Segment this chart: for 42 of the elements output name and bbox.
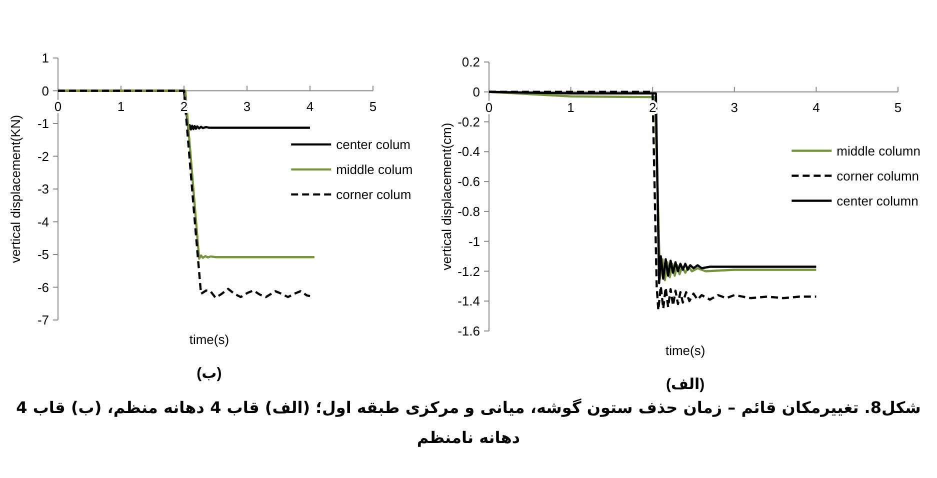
y-tick-label: -1.2 xyxy=(458,264,480,279)
y-tick-label: -0.4 xyxy=(458,144,480,160)
y-axis-title: vertical displacement(KN) xyxy=(8,114,23,264)
x-tick-label: 5 xyxy=(894,100,902,115)
x-tick-label: 3 xyxy=(730,100,738,115)
y-tick-label: -0.2 xyxy=(458,114,480,130)
x-tick-label: 0 xyxy=(485,100,493,115)
y-tick-label: -3 xyxy=(37,182,49,197)
y-tick-label: -6 xyxy=(37,280,49,295)
text: (الف) xyxy=(666,376,705,393)
legend-label: corner column xyxy=(836,168,920,184)
legend-label: middle column xyxy=(836,143,920,158)
x-tick-label: 1 xyxy=(567,100,574,115)
y-axis-title: vertical displacement(cm) xyxy=(439,122,454,270)
x-axis-title: time(s) xyxy=(189,332,230,347)
y-tick-label: -0.8 xyxy=(458,204,480,219)
x-tick-label: 5 xyxy=(369,98,377,114)
text: (ب) xyxy=(196,365,222,382)
y-tick-label: 0 xyxy=(42,83,49,98)
y-tick-label: -7 xyxy=(37,312,49,328)
y-tick-label: 0 xyxy=(472,84,480,100)
legend-label: center colum xyxy=(336,137,411,152)
y-tick-label: -1 xyxy=(37,116,49,132)
text: شکل8. تغییرمکان قائم – زمان حذف ستون گوشه، میانی و مرکزی طبقه اول؛ (الف) قاب 4 دهانه منظم، (ب) قاب 4 دهانه نامنظم xyxy=(15,397,922,449)
legend-label: middle colum xyxy=(336,162,413,178)
x-tick-label: 4 xyxy=(812,100,820,115)
y-tick-label: -1.6 xyxy=(458,324,480,339)
y-tick-label: -4 xyxy=(37,214,49,230)
x-tick-label: 4 xyxy=(306,98,314,114)
legend-label: center column xyxy=(836,193,918,208)
y-tick-label: -2 xyxy=(37,148,49,164)
y-tick-label: 0.2 xyxy=(462,54,480,70)
y-tick-label: -1.4 xyxy=(458,294,480,309)
y-tick-label: -1 xyxy=(468,234,480,249)
y-tick-label: 1 xyxy=(42,50,49,66)
x-axis-title: time(s) xyxy=(665,343,706,358)
x-tick-label: 1 xyxy=(117,98,125,114)
y-tick-label: -0.6 xyxy=(458,174,480,190)
y-tick-label: -5 xyxy=(37,247,49,262)
x-tick-label: 3 xyxy=(243,98,251,114)
legend-label: corner colum xyxy=(336,187,412,202)
x-tick-label: 0 xyxy=(54,98,62,114)
